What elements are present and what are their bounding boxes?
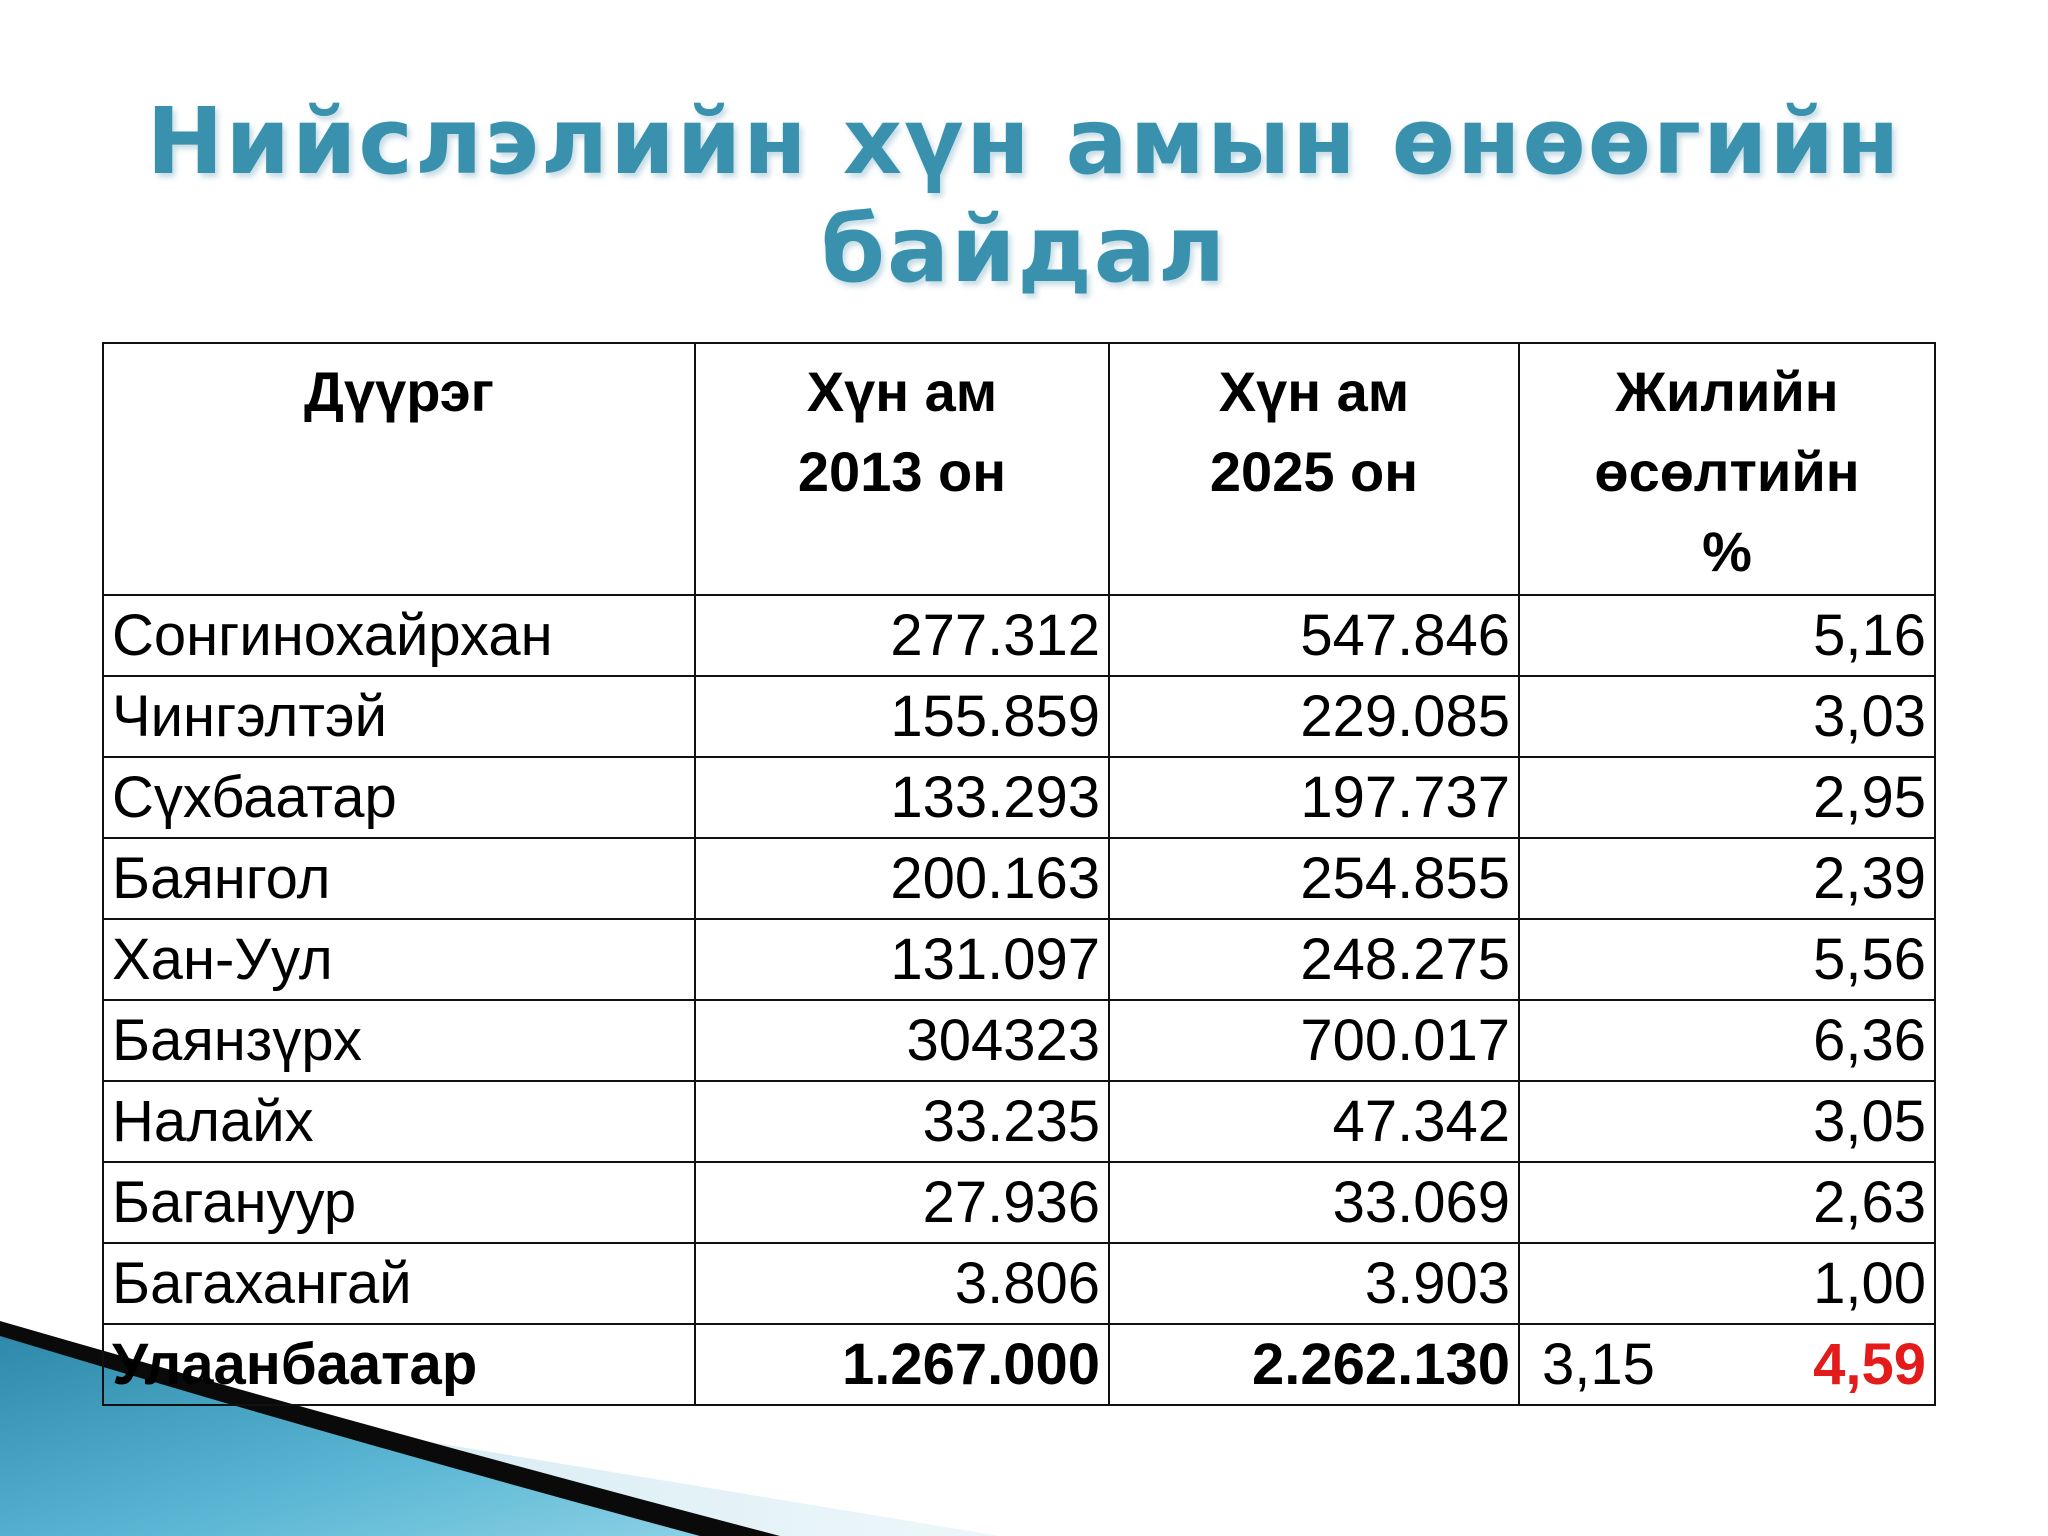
pop-2025: 3.903: [1108, 1242, 1520, 1325]
total-row: Улаанбаатар 1.267.000 2.262.130 3,15 4,5…: [102, 1323, 1936, 1406]
district-name: Багануур: [102, 1161, 696, 1244]
growth-rate: 3,03: [1518, 675, 1936, 758]
pop-2013: 304323: [694, 999, 1110, 1082]
growth-rate: 5,56: [1518, 918, 1936, 1001]
pop-2025: 47.342: [1108, 1080, 1520, 1163]
growth-rate: 1,00: [1518, 1242, 1936, 1325]
header-pop-2013: Хүн ам 2013 он: [694, 342, 1110, 596]
district-name: Сүхбаатар: [102, 756, 696, 839]
pop-2025: 33.069: [1108, 1161, 1520, 1244]
district-name: Багахангай: [102, 1242, 696, 1325]
district-name: Сонгинохайрхан: [102, 594, 696, 677]
district-name: Хан-Уул: [102, 918, 696, 1001]
slide-title: Нийслэлийн хүн амын өнөөгийн байдал: [0, 88, 2048, 304]
header-pop-2025: Хүн ам 2025 он: [1108, 342, 1520, 596]
pop-2013: 3.806: [694, 1242, 1110, 1325]
slide-title-line1: Нийслэлийн хүн амын өнөөгийн: [146, 88, 1902, 195]
district-name: Баянгол: [102, 837, 696, 920]
pop-2025: 254.855: [1108, 837, 1520, 920]
table-row: Багахангай 3.806 3.903 1,00: [102, 1242, 1936, 1325]
pop-2013: 27.936: [694, 1161, 1110, 1244]
slide-title-line2: байдал: [820, 196, 1228, 303]
growth-rate: 6,36: [1518, 999, 1936, 1082]
pop-2025: 547.846: [1108, 594, 1520, 677]
district-name: Чингэлтэй: [102, 675, 696, 758]
pop-2013: 131.097: [694, 918, 1110, 1001]
pop-2025: 197.737: [1108, 756, 1520, 839]
total-growth-cell: 3,15 4,59: [1518, 1323, 1936, 1406]
header-district: Дүүрэг: [102, 342, 696, 596]
growth-rate: 2,63: [1518, 1161, 1936, 1244]
growth-rate: 2,39: [1518, 837, 1936, 920]
table-row: Налайх 33.235 47.342 3,05: [102, 1080, 1936, 1163]
pop-2025: 700.017: [1108, 999, 1520, 1082]
table-header-row: Дүүрэг Хүн ам 2013 он Хүн ам 2025 он Жил…: [102, 342, 1936, 596]
growth-rate: 2,95: [1518, 756, 1936, 839]
total-pop-2013: 1.267.000: [694, 1323, 1110, 1406]
table-row: Чингэлтэй 155.859 229.085 3,03: [102, 675, 1936, 758]
total-growth-rate: 4,59: [1813, 1332, 1926, 1397]
population-table: Дүүрэг Хүн ам 2013 он Хүн ам 2025 он Жил…: [102, 342, 1936, 1406]
district-name: Баянзүрх: [102, 999, 696, 1082]
growth-rate: 3,05: [1518, 1080, 1936, 1163]
total-pop-2025: 2.262.130: [1108, 1323, 1520, 1406]
table-row: Сонгинохайрхан 277.312 547.846 5,16: [102, 594, 1936, 677]
pop-2013: 133.293: [694, 756, 1110, 839]
header-growth: Жилийн өсөлтийн %: [1518, 342, 1936, 596]
table-row: Баянзүрх 304323 700.017 6,36: [102, 999, 1936, 1082]
table-row: Баянгол 200.163 254.855 2,39: [102, 837, 1936, 920]
growth-rate: 5,16: [1518, 594, 1936, 677]
pop-2013: 277.312: [694, 594, 1110, 677]
total-growth-previous: 3,15: [1542, 1332, 1655, 1397]
pop-2025: 229.085: [1108, 675, 1520, 758]
table-row: Хан-Уул 131.097 248.275 5,56: [102, 918, 1936, 1001]
total-city-name: Улаанбаатар: [102, 1323, 696, 1406]
pop-2013: 155.859: [694, 675, 1110, 758]
table-row: Сүхбаатар 133.293 197.737 2,95: [102, 756, 1936, 839]
pop-2025: 248.275: [1108, 918, 1520, 1001]
pop-2013: 200.163: [694, 837, 1110, 920]
pop-2013: 33.235: [694, 1080, 1110, 1163]
district-name: Налайх: [102, 1080, 696, 1163]
table-row: Багануур 27.936 33.069 2,63: [102, 1161, 1936, 1244]
